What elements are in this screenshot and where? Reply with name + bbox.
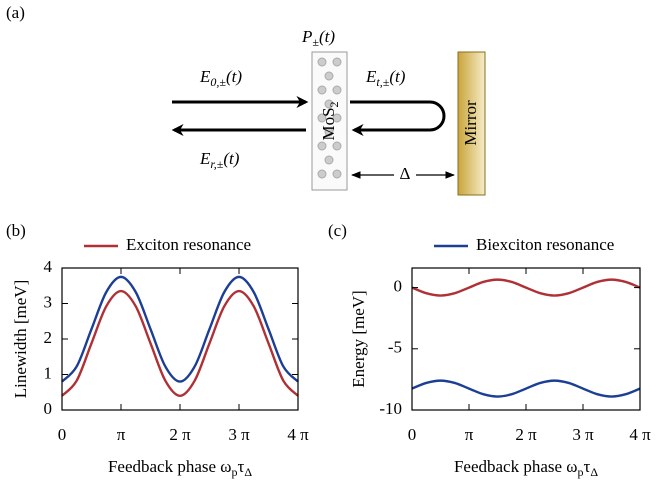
panel-label: (c) [328,221,347,240]
mirror [457,51,486,196]
label-part: (t) [319,27,335,46]
x-tick-label: 4 π [287,425,309,444]
reflected-label: Er,±(t) [199,149,240,171]
incident-label: E0,±(t) [199,67,242,89]
y-tick-label: -5 [388,338,402,357]
label-part: τ [583,457,590,476]
plot-frame [61,267,299,411]
label-part: Δ [244,465,252,479]
y-tick-label: 1 [44,363,53,382]
mirror-label: Mirror [461,100,480,146]
x-tick-label: 3 π [572,425,594,444]
y-tick-label: 0 [394,276,403,295]
label-part: E [199,149,211,168]
legend-label: Exciton resonance [126,235,251,254]
distance-label: Δ [400,164,411,183]
label-part: t,± [376,75,389,89]
label-part: 2 [327,101,341,107]
label-part: Δ [590,465,598,479]
y-axis-label: Linewidth [meV] [11,280,30,399]
panel-label: (b) [6,221,26,240]
y-tick-label: 2 [44,328,53,347]
label-part: Feedback phase ω [108,457,232,476]
series-line [61,289,299,398]
label-part: ± [312,35,319,49]
y-tick-label: 0 [44,399,53,418]
series-line [411,379,641,398]
x-tick-label: 2 π [515,425,537,444]
series-line [61,275,299,383]
transmitted-label: Et,±(t) [365,67,406,89]
label-part: (t) [389,67,405,86]
label-part: 0,± [210,75,226,89]
label-part: MoS [319,107,338,140]
label-part: p [577,465,583,479]
series-line [411,278,641,297]
x-tick-label: 3 π [228,425,250,444]
material-label: MoS2 [319,101,341,140]
x-tick-label: 0 [408,425,417,444]
x-tick-label: π [117,425,126,444]
x-axis-label: Feedback phase ωpτΔ [108,457,252,479]
y-tick-label: 3 [44,292,53,311]
x-tick-label: 2 π [169,425,191,444]
label-part: E [365,67,377,86]
label-bg [394,165,416,185]
y-axis-label: Energy [meV] [349,290,368,387]
label-part: r,± [210,157,223,171]
x-tick-label: π [465,425,474,444]
label-part: E [199,67,211,86]
label-part: p [231,465,237,479]
label-part: (t) [226,67,242,86]
y-tick-label: -10 [379,399,402,418]
x-tick-label: 0 [58,425,67,444]
label-part: P [301,27,312,46]
polarization-label: P±(t) [301,27,335,49]
x-axis-label: Feedback phase ωpτΔ [454,457,598,479]
label-part: (t) [223,149,239,168]
label-part: Feedback phase ω [454,457,578,476]
x-tick-label: 4 π [629,425,651,444]
feedback-arrow [350,100,446,136]
legend-label: Biexciton resonance [476,235,614,254]
lattice [317,57,342,179]
label-part: τ [237,457,244,476]
y-tick-label: 4 [44,257,53,276]
panel-label: (a) [6,3,25,22]
